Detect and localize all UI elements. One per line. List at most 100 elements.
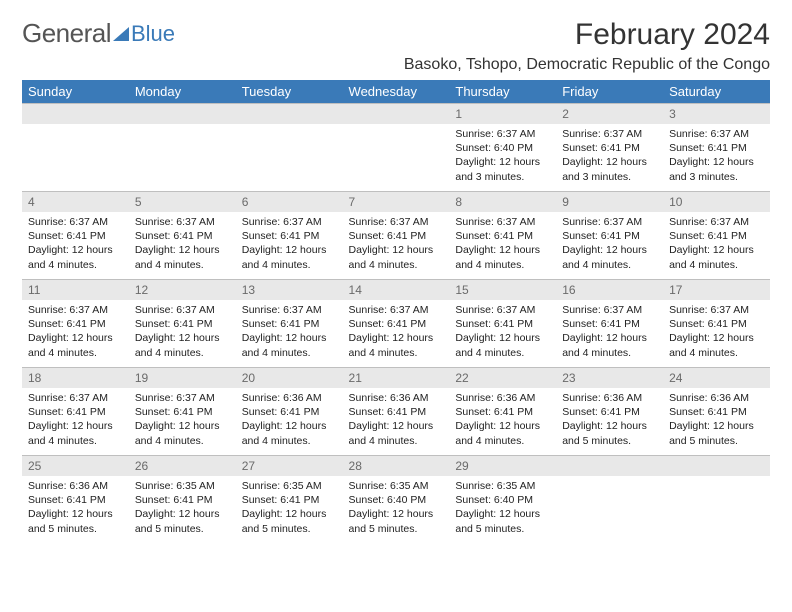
day-number — [236, 103, 343, 124]
day-details: Sunrise: 6:37 AMSunset: 6:41 PMDaylight:… — [129, 300, 236, 366]
day-details: Sunrise: 6:36 AMSunset: 6:41 PMDaylight:… — [22, 476, 129, 542]
day-number — [22, 103, 129, 124]
day-details: Sunrise: 6:37 AMSunset: 6:41 PMDaylight:… — [556, 124, 663, 190]
calendar-day-cell: 19Sunrise: 6:37 AMSunset: 6:41 PMDayligh… — [129, 367, 236, 455]
calendar-day-cell: 21Sunrise: 6:36 AMSunset: 6:41 PMDayligh… — [343, 367, 450, 455]
calendar-day-cell: 12Sunrise: 6:37 AMSunset: 6:41 PMDayligh… — [129, 279, 236, 367]
day-details: Sunrise: 6:37 AMSunset: 6:41 PMDaylight:… — [663, 300, 770, 366]
calendar-week-row: 25Sunrise: 6:36 AMSunset: 6:41 PMDayligh… — [22, 455, 770, 543]
day-details: Sunrise: 6:35 AMSunset: 6:40 PMDaylight:… — [343, 476, 450, 542]
calendar-week-row: 4Sunrise: 6:37 AMSunset: 6:41 PMDaylight… — [22, 191, 770, 279]
day-number: 22 — [449, 367, 556, 388]
day-number: 2 — [556, 103, 663, 124]
calendar-week-row: 18Sunrise: 6:37 AMSunset: 6:41 PMDayligh… — [22, 367, 770, 455]
day-number: 26 — [129, 455, 236, 476]
calendar-day-cell: 9Sunrise: 6:37 AMSunset: 6:41 PMDaylight… — [556, 191, 663, 279]
day-number: 9 — [556, 191, 663, 212]
calendar-day-cell: 11Sunrise: 6:37 AMSunset: 6:41 PMDayligh… — [22, 279, 129, 367]
calendar-empty-cell — [129, 103, 236, 191]
day-of-week-header: Wednesday — [343, 80, 450, 103]
day-details: Sunrise: 6:37 AMSunset: 6:41 PMDaylight:… — [343, 212, 450, 278]
day-number — [343, 103, 450, 124]
location-subtitle: Basoko, Tshopo, Democratic Republic of t… — [22, 56, 770, 74]
sail-icon — [113, 27, 129, 41]
day-number: 21 — [343, 367, 450, 388]
calendar-empty-cell — [22, 103, 129, 191]
calendar-empty-cell — [343, 103, 450, 191]
calendar-day-cell: 2Sunrise: 6:37 AMSunset: 6:41 PMDaylight… — [556, 103, 663, 191]
brand-logo: General Blue — [22, 18, 175, 49]
day-of-week-header: Tuesday — [236, 80, 343, 103]
month-title: February 2024 — [575, 18, 770, 52]
day-of-week-header: Thursday — [449, 80, 556, 103]
calendar-day-cell: 16Sunrise: 6:37 AMSunset: 6:41 PMDayligh… — [556, 279, 663, 367]
calendar-day-cell: 10Sunrise: 6:37 AMSunset: 6:41 PMDayligh… — [663, 191, 770, 279]
day-number: 12 — [129, 279, 236, 300]
day-details: Sunrise: 6:36 AMSunset: 6:41 PMDaylight:… — [556, 388, 663, 454]
day-number: 14 — [343, 279, 450, 300]
calendar-empty-cell — [236, 103, 343, 191]
day-details: Sunrise: 6:37 AMSunset: 6:41 PMDaylight:… — [449, 212, 556, 278]
day-details: Sunrise: 6:36 AMSunset: 6:41 PMDaylight:… — [663, 388, 770, 454]
day-details: Sunrise: 6:37 AMSunset: 6:41 PMDaylight:… — [129, 212, 236, 278]
day-of-week-header: Saturday — [663, 80, 770, 103]
day-number: 25 — [22, 455, 129, 476]
day-number: 17 — [663, 279, 770, 300]
calendar-day-cell: 18Sunrise: 6:37 AMSunset: 6:41 PMDayligh… — [22, 367, 129, 455]
calendar-day-cell: 20Sunrise: 6:36 AMSunset: 6:41 PMDayligh… — [236, 367, 343, 455]
day-details: Sunrise: 6:37 AMSunset: 6:40 PMDaylight:… — [449, 124, 556, 190]
day-details: Sunrise: 6:37 AMSunset: 6:41 PMDaylight:… — [663, 212, 770, 278]
day-number — [663, 455, 770, 476]
day-details: Sunrise: 6:37 AMSunset: 6:41 PMDaylight:… — [236, 212, 343, 278]
calendar-day-cell: 28Sunrise: 6:35 AMSunset: 6:40 PMDayligh… — [343, 455, 450, 543]
calendar-day-cell: 1Sunrise: 6:37 AMSunset: 6:40 PMDaylight… — [449, 103, 556, 191]
day-details: Sunrise: 6:37 AMSunset: 6:41 PMDaylight:… — [556, 300, 663, 366]
day-number: 19 — [129, 367, 236, 388]
calendar-day-cell: 26Sunrise: 6:35 AMSunset: 6:41 PMDayligh… — [129, 455, 236, 543]
day-details: Sunrise: 6:37 AMSunset: 6:41 PMDaylight:… — [236, 300, 343, 366]
calendar-day-cell: 15Sunrise: 6:37 AMSunset: 6:41 PMDayligh… — [449, 279, 556, 367]
day-number: 20 — [236, 367, 343, 388]
day-number: 15 — [449, 279, 556, 300]
day-number: 6 — [236, 191, 343, 212]
day-number: 28 — [343, 455, 450, 476]
brand-main: General — [22, 18, 111, 49]
day-number: 4 — [22, 191, 129, 212]
day-number: 23 — [556, 367, 663, 388]
day-number — [556, 455, 663, 476]
day-number: 18 — [22, 367, 129, 388]
day-number: 5 — [129, 191, 236, 212]
day-details: Sunrise: 6:35 AMSunset: 6:40 PMDaylight:… — [449, 476, 556, 542]
calendar-day-cell: 23Sunrise: 6:36 AMSunset: 6:41 PMDayligh… — [556, 367, 663, 455]
calendar-day-cell: 14Sunrise: 6:37 AMSunset: 6:41 PMDayligh… — [343, 279, 450, 367]
calendar-day-cell: 5Sunrise: 6:37 AMSunset: 6:41 PMDaylight… — [129, 191, 236, 279]
day-details: Sunrise: 6:37 AMSunset: 6:41 PMDaylight:… — [449, 300, 556, 366]
day-details: Sunrise: 6:37 AMSunset: 6:41 PMDaylight:… — [129, 388, 236, 454]
day-number: 3 — [663, 103, 770, 124]
day-details: Sunrise: 6:36 AMSunset: 6:41 PMDaylight:… — [343, 388, 450, 454]
calendar-day-cell: 3Sunrise: 6:37 AMSunset: 6:41 PMDaylight… — [663, 103, 770, 191]
calendar-day-cell: 4Sunrise: 6:37 AMSunset: 6:41 PMDaylight… — [22, 191, 129, 279]
calendar-day-cell: 22Sunrise: 6:36 AMSunset: 6:41 PMDayligh… — [449, 367, 556, 455]
day-details: Sunrise: 6:37 AMSunset: 6:41 PMDaylight:… — [22, 388, 129, 454]
calendar-day-cell: 24Sunrise: 6:36 AMSunset: 6:41 PMDayligh… — [663, 367, 770, 455]
day-of-week-row: SundayMondayTuesdayWednesdayThursdayFrid… — [22, 80, 770, 103]
day-details: Sunrise: 6:36 AMSunset: 6:41 PMDaylight:… — [236, 388, 343, 454]
day-details: Sunrise: 6:36 AMSunset: 6:41 PMDaylight:… — [449, 388, 556, 454]
day-details: Sunrise: 6:37 AMSunset: 6:41 PMDaylight:… — [663, 124, 770, 190]
calendar-day-cell: 8Sunrise: 6:37 AMSunset: 6:41 PMDaylight… — [449, 191, 556, 279]
calendar-table: SundayMondayTuesdayWednesdayThursdayFrid… — [22, 80, 770, 543]
calendar-day-cell: 17Sunrise: 6:37 AMSunset: 6:41 PMDayligh… — [663, 279, 770, 367]
day-details: Sunrise: 6:35 AMSunset: 6:41 PMDaylight:… — [129, 476, 236, 542]
day-details: Sunrise: 6:37 AMSunset: 6:41 PMDaylight:… — [556, 212, 663, 278]
calendar-empty-cell — [556, 455, 663, 543]
day-number: 8 — [449, 191, 556, 212]
calendar-day-cell: 27Sunrise: 6:35 AMSunset: 6:41 PMDayligh… — [236, 455, 343, 543]
day-number: 1 — [449, 103, 556, 124]
day-number — [129, 103, 236, 124]
day-of-week-header: Friday — [556, 80, 663, 103]
day-details: Sunrise: 6:37 AMSunset: 6:41 PMDaylight:… — [22, 300, 129, 366]
day-number: 10 — [663, 191, 770, 212]
calendar-day-cell: 25Sunrise: 6:36 AMSunset: 6:41 PMDayligh… — [22, 455, 129, 543]
day-details: Sunrise: 6:37 AMSunset: 6:41 PMDaylight:… — [343, 300, 450, 366]
